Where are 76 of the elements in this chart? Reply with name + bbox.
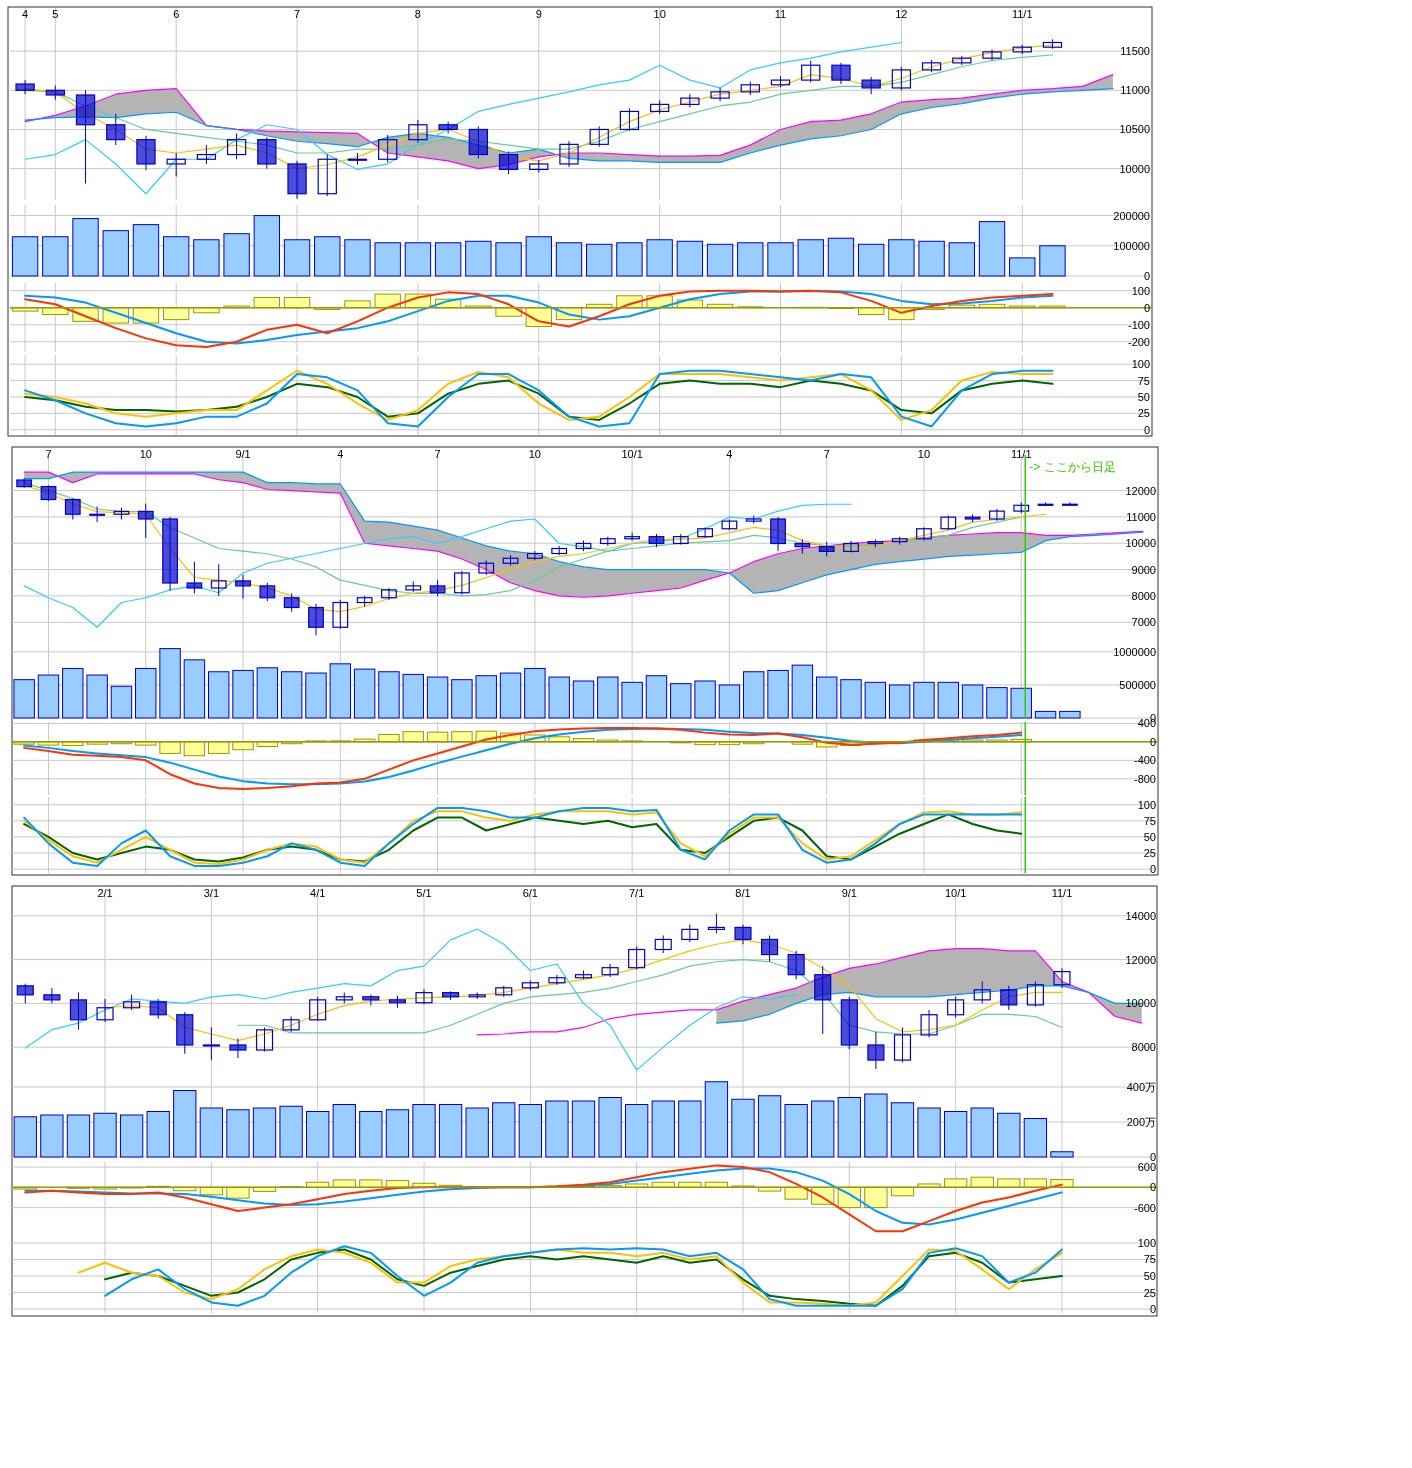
y-tick-label: 0 [1143, 423, 1150, 436]
x-tick-label: 11/1 [1051, 887, 1073, 899]
x-tick-label: 9/1 [235, 448, 251, 460]
y-tick-label: 100 [1131, 358, 1150, 371]
y-tick-label: -800 [1133, 772, 1156, 785]
y-tick-label: 100 [1137, 798, 1156, 811]
y-tick-label: 50 [1137, 390, 1150, 403]
ref-line-label: -> ここから日足 [1029, 460, 1116, 474]
x-tick-label: 9/1 [841, 887, 857, 899]
y-tick-label: -100 [1127, 318, 1150, 331]
x-tick-label: 7 [434, 448, 441, 460]
x-tick-label: 3/1 [203, 887, 220, 899]
y-tick-label: 11000 [1126, 510, 1156, 523]
x-tick-label: 11/1 [1010, 448, 1032, 460]
y-tick-label: -200 [1127, 335, 1150, 348]
y-tick-label: 0 [1149, 1151, 1156, 1163]
y-tick-label: 75 [1143, 814, 1156, 827]
x-tick-label: 9 [535, 8, 542, 20]
y-tick-label: 10000 [1125, 997, 1156, 1010]
x-tick-label: 10 [139, 448, 152, 460]
y-tick-label: 10000 [1119, 162, 1150, 175]
x-tick-label: 4/1 [310, 887, 326, 899]
y-tick-label: 10500 [1119, 123, 1150, 136]
y-tick-label: 1000000 [1113, 645, 1156, 658]
y-tick-label: 25 [1143, 847, 1156, 860]
x-tick-label: 8/1 [735, 887, 751, 899]
y-tick-label: 11500 [1120, 45, 1150, 58]
x-tick-label: 4 [337, 448, 344, 460]
x-tick-label: 7/1 [629, 887, 645, 899]
x-tick-label: 10 [653, 8, 666, 20]
x-tick-label: 5 [52, 8, 59, 20]
x-tick-label: 11/1 [1011, 8, 1033, 20]
y-tick-label: 0 [1143, 270, 1150, 282]
y-tick-label: 100 [1131, 284, 1150, 297]
y-tick-label: 400万 [1126, 1081, 1156, 1093]
y-tick-label: 50 [1143, 830, 1156, 843]
x-tick-label: 4 [726, 448, 733, 460]
x-tick-label: 10/1 [944, 887, 967, 899]
y-tick-label: 14000 [1125, 909, 1156, 922]
x-tick-label: 7 [293, 8, 301, 20]
x-tick-label: 7 [823, 448, 830, 460]
y-tick-label: 25 [1143, 1286, 1156, 1299]
y-tick-label: 200000 [1113, 209, 1150, 222]
y-tick-label: 0 [1149, 1303, 1156, 1316]
y-tick-label: 0 [1149, 863, 1156, 876]
y-tick-label: 100 [1137, 1236, 1156, 1249]
x-tick-label: 7 [45, 448, 52, 460]
x-tick-label: 5/1 [416, 887, 432, 899]
x-tick-label: 10 [917, 448, 931, 460]
y-tick-label: 10000 [1125, 537, 1156, 550]
y-tick-label: 8000 [1131, 1041, 1156, 1054]
x-tick-label: 10/1 [621, 448, 643, 460]
y-tick-label: -600 [1133, 1201, 1156, 1214]
y-tick-label: 9000 [1131, 563, 1156, 576]
x-tick-label: 6/1 [522, 887, 538, 899]
x-tick-label: 2/1 [97, 887, 113, 899]
x-tick-label: 11 [774, 8, 787, 20]
y-tick-label: 12000 [1125, 484, 1156, 497]
y-tick-label: 50 [1143, 1269, 1156, 1282]
y-tick-label: 500000 [1119, 678, 1156, 691]
x-tick-label: 6 [173, 8, 180, 20]
y-tick-label: 7000 [1131, 616, 1156, 629]
y-tick-label: 200万 [1126, 1116, 1156, 1128]
y-tick-label: -400 [1133, 754, 1156, 767]
y-tick-label: 75 [1143, 1253, 1156, 1266]
x-tick-label: 12 [895, 8, 908, 20]
y-tick-label: 11000 [1120, 84, 1150, 97]
y-tick-label: 100000 [1113, 239, 1150, 252]
y-tick-label: 75 [1137, 374, 1150, 387]
x-tick-label: 8 [414, 8, 421, 20]
y-tick-label: 8000 [1131, 589, 1156, 602]
x-tick-label: 4 [22, 8, 29, 20]
x-tick-label: 10 [528, 448, 541, 460]
y-tick-label: 12000 [1125, 953, 1156, 966]
y-tick-label: 600 [1137, 1161, 1156, 1174]
y-tick-label: 25 [1137, 407, 1150, 420]
